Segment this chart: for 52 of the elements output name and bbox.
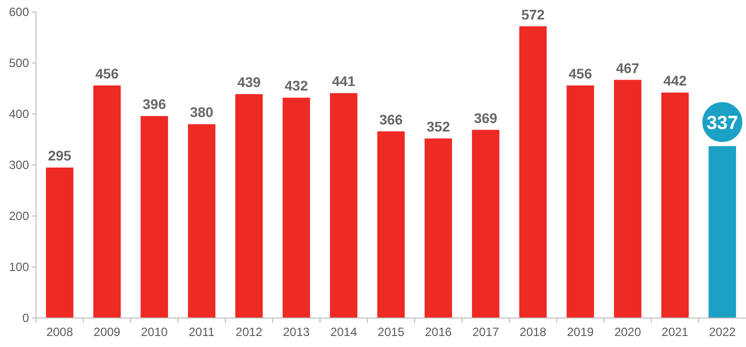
data-label: 456: [568, 65, 592, 82]
data-label: 396: [142, 96, 166, 112]
bar: [424, 138, 452, 318]
x-tick-label: 2019: [566, 325, 594, 339]
data-label: 369: [474, 110, 498, 126]
data-label: 456: [95, 65, 119, 82]
data-label: 572: [521, 6, 545, 22]
x-tick-label: 2018: [520, 325, 547, 339]
x-tick-label: 2013: [282, 325, 310, 339]
bar: [188, 124, 216, 318]
data-label: 352: [426, 118, 450, 134]
data-label: 295: [48, 148, 72, 164]
bar: [566, 85, 594, 318]
x-tick-label: 2009: [94, 325, 121, 339]
data-label: 366: [379, 111, 403, 128]
x-tick-label: 2017: [472, 325, 500, 339]
bar: [472, 130, 500, 318]
bar: [140, 116, 168, 318]
bar: [330, 93, 358, 318]
x-tick-label: 2010: [140, 325, 168, 339]
bar: [614, 80, 642, 318]
data-label: 467: [616, 60, 640, 76]
x-tick-label: 2016: [424, 325, 452, 339]
x-tick-label: 2021: [662, 325, 689, 339]
y-tick-label: 600: [8, 5, 30, 19]
bar: [519, 26, 547, 318]
data-label: 337: [706, 113, 738, 134]
data-label: 441: [332, 73, 356, 90]
bar: [46, 168, 74, 318]
x-tick-label: 2022: [708, 325, 736, 339]
x-tick-label: 2011: [188, 325, 215, 339]
y-tick-label: 200: [8, 209, 30, 223]
y-tick-label: 100: [8, 260, 30, 274]
y-tick-label: 500: [8, 56, 30, 70]
bar: [235, 94, 263, 318]
bar: [377, 131, 405, 318]
y-tick-label: 400: [8, 107, 30, 121]
data-label: 380: [190, 104, 214, 120]
bar: [93, 85, 121, 318]
y-tick-label: 0: [22, 311, 30, 325]
bar: [661, 92, 689, 318]
data-label: 442: [663, 72, 687, 89]
x-tick-label: 2015: [378, 325, 405, 339]
data-label: 439: [237, 74, 261, 90]
bar: [282, 98, 310, 318]
x-tick-label: 2012: [236, 325, 263, 339]
x-tick-label: 2014: [330, 325, 358, 339]
x-tick-label: 2020: [614, 325, 642, 339]
bar: [708, 146, 736, 318]
data-label: 432: [284, 78, 308, 94]
x-tick-label: 2008: [46, 325, 74, 339]
y-tick-label: 300: [8, 158, 30, 172]
